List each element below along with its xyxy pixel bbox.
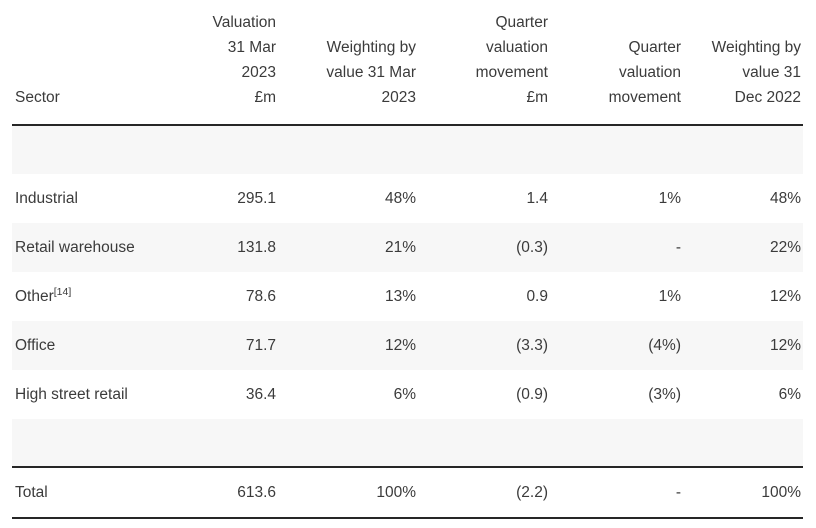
total-row: Total 613.6 100% (2.2) - 100% (12, 467, 803, 518)
quarter-movement-gbp-cell: 1.4 (526, 189, 548, 207)
table-body: Industrial 295.1 48% 1.4 1% 48% Retail w… (12, 125, 803, 467)
header-valuation-mar-2023: Valuation 31 Mar 2023 £m (212, 14, 276, 106)
sector-label: Retail warehouse (15, 238, 135, 256)
header-row: Sector Valuation 31 Mar 2023 £m Weightin… (12, 6, 803, 125)
spacer-cell (12, 419, 803, 467)
sector-label: Other (15, 287, 54, 305)
valuation-mar-2023-cell: 295.1 (237, 189, 276, 207)
weighting-dec-2022-cell: 22% (769, 238, 801, 256)
table-row-industrial: Industrial 295.1 48% 1.4 1% 48% (12, 174, 803, 223)
weighting-mar-2023-cell: 6% (393, 385, 416, 403)
sector-cell: High street retail (12, 370, 180, 419)
table-header: Sector Valuation 31 Mar 2023 £m Weightin… (12, 6, 803, 125)
table-row-office: Office 71.7 12% (3.3) (4%) 12% (12, 321, 803, 370)
sector-valuation-table: Sector Valuation 31 Mar 2023 £m Weightin… (12, 6, 803, 519)
weighting-dec-2022-cell: 48% (769, 189, 801, 207)
header-sector: Sector (15, 89, 60, 106)
table-row-other: Other[14] 78.6 13% 0.9 1% 12% (12, 272, 803, 321)
valuation-mar-2023-cell: 131.8 (237, 238, 276, 256)
header-weighting-dec-2022: Weighting by value 31 Dec 2022 (711, 39, 801, 106)
spacer-row-bottom (12, 419, 803, 467)
weighting-dec-2022-cell: 12% (769, 336, 801, 354)
quarter-movement-pct-total-cell: - (675, 483, 681, 501)
weighting-dec-2022-cell: 6% (778, 385, 801, 403)
sector-cell: Other[14] (12, 272, 180, 321)
sector-label: Office (15, 336, 56, 354)
quarter-movement-pct-cell: 1% (658, 287, 681, 305)
spacer-row-top (12, 125, 803, 174)
sector-label: High street retail (15, 385, 128, 403)
quarter-movement-pct-cell: 1% (658, 189, 681, 207)
quarter-movement-pct-cell: (3%) (648, 385, 681, 403)
table-row-high-street-retail: High street retail 36.4 6% (0.9) (3%) 6% (12, 370, 803, 419)
header-weighting-mar-2023: Weighting by value 31 Mar 2023 (326, 39, 416, 106)
weighting-mar-2023-cell: 21% (384, 238, 416, 256)
valuation-mar-2023-total-cell: 613.6 (237, 483, 276, 501)
sector-cell: Industrial (12, 174, 180, 223)
weighting-mar-2023-total-cell: 100% (376, 483, 416, 501)
quarter-movement-pct-cell: - (675, 238, 681, 256)
sector-label: Industrial (15, 189, 78, 207)
weighting-dec-2022-total-cell: 100% (761, 483, 801, 501)
valuation-mar-2023-cell: 78.6 (245, 287, 276, 305)
header-quarter-movement-gbp: Quarter valuation movement £m (475, 14, 548, 106)
weighting-dec-2022-cell: 12% (769, 287, 801, 305)
total-label-cell: Total (15, 483, 48, 501)
weighting-mar-2023-cell: 12% (384, 336, 416, 354)
quarter-movement-pct-cell: (4%) (648, 336, 681, 354)
footnote-marker: [14] (53, 285, 72, 298)
valuation-mar-2023-cell: 71.7 (245, 336, 276, 354)
sector-cell: Retail warehouse (12, 223, 180, 272)
table-row-retail-warehouse: Retail warehouse 131.8 21% (0.3) - 22% (12, 223, 803, 272)
valuation-mar-2023-cell: 36.4 (245, 385, 276, 403)
quarter-movement-gbp-cell: (0.3) (516, 238, 548, 256)
spacer-cell (12, 125, 803, 174)
weighting-mar-2023-cell: 48% (384, 189, 416, 207)
quarter-movement-gbp-cell: 0.9 (526, 287, 548, 305)
table-footer: Total 613.6 100% (2.2) - 100% (12, 467, 803, 518)
quarter-movement-gbp-cell: (3.3) (516, 336, 548, 354)
header-quarter-movement-pct: Quarter valuation movement (608, 39, 681, 106)
weighting-mar-2023-cell: 13% (384, 287, 416, 305)
sector-cell: Office (12, 321, 180, 370)
quarter-movement-gbp-cell: (0.9) (516, 385, 548, 403)
quarter-movement-gbp-total-cell: (2.2) (516, 483, 548, 501)
